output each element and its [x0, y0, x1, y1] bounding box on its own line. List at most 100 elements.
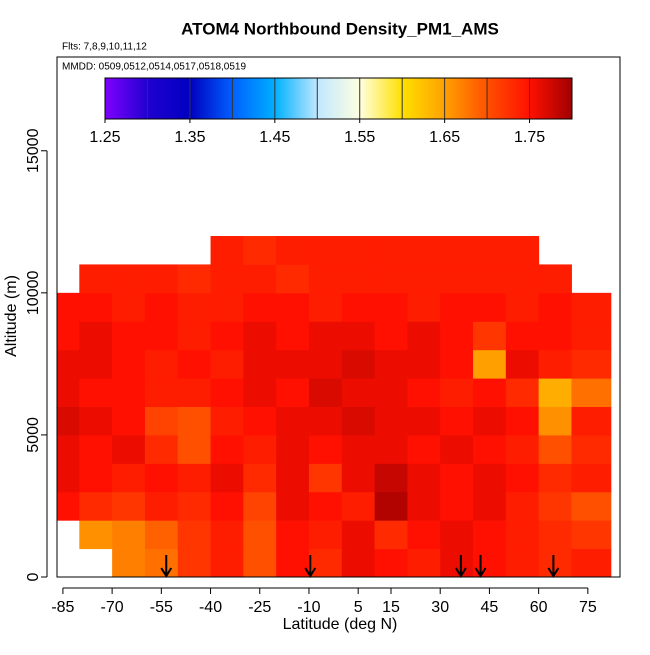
heatmap-cell — [79, 406, 113, 436]
heatmap-cell — [112, 264, 146, 294]
heatmap-cell — [473, 434, 507, 464]
heatmap-cell — [79, 349, 113, 379]
heatmap-cell — [473, 264, 507, 294]
heatmap-cell — [112, 548, 146, 578]
heatmap-cell — [473, 463, 507, 493]
heatmap-cell — [374, 434, 408, 464]
heatmap-cell — [538, 434, 572, 464]
heatmap-cell — [538, 520, 572, 550]
heatmap-cell — [341, 434, 376, 464]
heatmap-cell — [440, 520, 474, 550]
arrow-head — [474, 567, 487, 578]
arrow — [304, 555, 317, 578]
heatmap-cell — [440, 548, 474, 578]
heatmap-cell — [308, 236, 343, 265]
heatmap-cell — [473, 236, 507, 265]
heatmap-cell — [243, 292, 277, 322]
colorbar-tick-label: 1.55 — [344, 129, 375, 146]
heatmap-cell — [473, 321, 507, 351]
heatmap-cell — [144, 491, 179, 521]
x-tick-label: 60 — [530, 599, 548, 616]
heatmap-cell — [57, 292, 80, 322]
heatmap-cell — [79, 434, 113, 464]
heatmap-cell — [571, 520, 612, 550]
heatmap-cell — [341, 520, 376, 550]
heatmap-cell — [112, 292, 146, 322]
heatmap-cell — [276, 264, 310, 294]
heatmap-cell — [505, 349, 540, 379]
subtitle: Flts: 7,8,9,10,11,12 — [62, 42, 147, 53]
heatmap-cell — [341, 378, 376, 408]
x-tick-label: -85 — [51, 599, 74, 616]
heatmap-cell — [177, 520, 212, 550]
heatmap-cell — [538, 349, 572, 379]
x-tick-label: 30 — [431, 599, 449, 616]
arrow-head — [304, 567, 317, 578]
heatmap-cell — [79, 321, 113, 351]
heatmap-cell — [374, 378, 408, 408]
heatmap-cell — [374, 264, 408, 294]
heatmap-cell — [407, 491, 441, 521]
colorbar-tick-label: 1.45 — [259, 129, 290, 146]
colorbar-segment — [444, 78, 488, 119]
heatmap-cell — [144, 463, 179, 493]
heatmap-cell — [210, 491, 244, 521]
heatmap-cell — [538, 406, 572, 436]
heatmap-cell — [571, 463, 612, 493]
heatmap-cell — [177, 292, 212, 322]
arrow — [160, 555, 173, 578]
x-tick-label: -70 — [101, 599, 124, 616]
heatmap-cell — [341, 236, 376, 265]
arrow-head — [160, 567, 173, 578]
heatmap-cell — [79, 491, 113, 521]
heatmap-cell — [210, 349, 244, 379]
colorbar-tick-label: 1.75 — [514, 129, 545, 146]
heatmap-cell — [440, 264, 474, 294]
heatmap-cell — [57, 321, 80, 351]
heatmap-cell — [177, 321, 212, 351]
heatmap-cell — [538, 463, 572, 493]
heatmap-cell — [177, 378, 212, 408]
heatmap-cell — [243, 236, 277, 265]
heatmap-cell — [276, 321, 310, 351]
heatmap-cell — [407, 378, 441, 408]
heatmap-cell — [112, 434, 146, 464]
heatmap-cell — [210, 264, 244, 294]
chart-title: ATOM4 Northbound Density_PM1_AMS — [181, 19, 499, 38]
heatmap-cell — [505, 548, 540, 578]
heatmap-cell — [374, 548, 408, 578]
heatmap-cell — [144, 548, 179, 578]
heatmap-cell — [440, 349, 474, 379]
colorbar-segment — [105, 78, 148, 119]
heatmap-cell — [308, 292, 343, 322]
colorbar-segment — [359, 78, 403, 119]
heatmap-cell — [276, 349, 310, 379]
heatmap-cell — [538, 378, 572, 408]
heatmap-cell — [538, 264, 572, 294]
heatmap-cell — [440, 491, 474, 521]
colorbar-segment — [232, 78, 276, 119]
heatmap-cell — [276, 491, 310, 521]
colorbar-segment — [402, 78, 446, 119]
heatmap-cell — [276, 463, 310, 493]
colorbar-tick-label: 1.25 — [89, 129, 120, 146]
heatmap-cell — [341, 406, 376, 436]
heatmap-cell — [308, 434, 343, 464]
x-tick-label: 75 — [579, 599, 597, 616]
heatmap-cell — [374, 349, 408, 379]
heatmap-cell — [112, 491, 146, 521]
heatmap-cell — [505, 378, 540, 408]
y-tick-label: 10000 — [25, 271, 42, 316]
arrow-head — [547, 567, 560, 578]
x-tick-label: -40 — [199, 599, 222, 616]
heatmap-cell — [473, 378, 507, 408]
colorbar-segment — [487, 78, 530, 119]
heatmap-cell — [112, 378, 146, 408]
heatmap-cell — [407, 463, 441, 493]
heatmap-cell — [341, 463, 376, 493]
heatmap-cell — [243, 406, 277, 436]
heatmap-cell — [177, 264, 212, 294]
x-tick-label: 45 — [481, 599, 499, 616]
colorbar-tick-label: 1.35 — [174, 129, 205, 146]
heatmap-cell — [407, 236, 441, 265]
